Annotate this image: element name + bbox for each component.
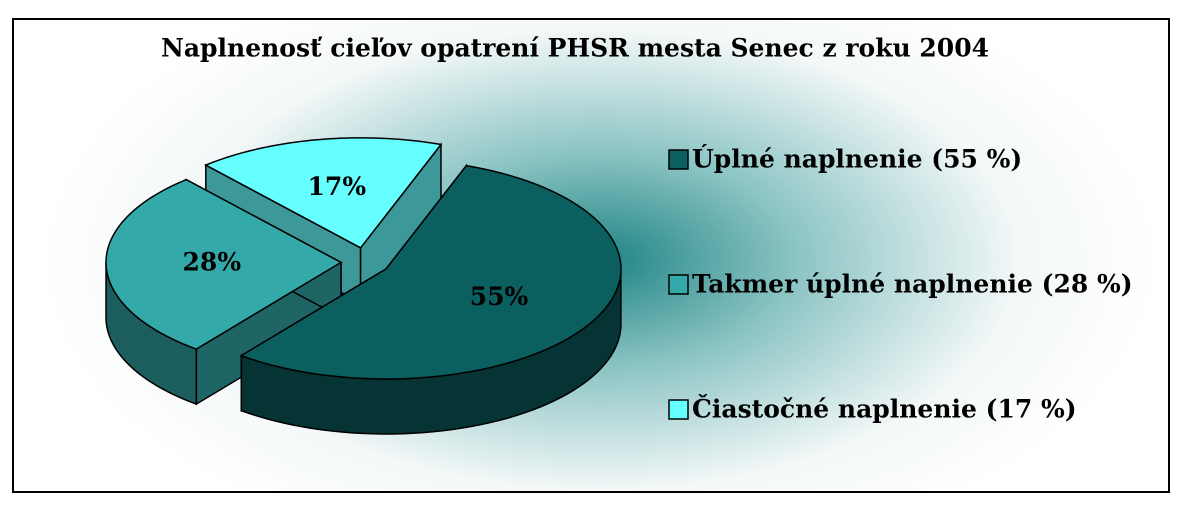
data-label: 55%	[470, 282, 529, 311]
pie: 17% 28% 55%	[105, 137, 622, 435]
legend-label: Čiastočné naplnenie (17 %)	[692, 395, 1077, 424]
data-label: 28%	[183, 248, 242, 277]
legend-swatch	[668, 149, 689, 170]
legend-swatch	[668, 399, 689, 420]
legend: Úplné naplnenie (55 %) Takmer úplné napln…	[668, 145, 1133, 424]
legend-label: Takmer úplné naplnenie (28 %)	[692, 270, 1133, 299]
slice	[105, 178, 343, 350]
data-label: 17%	[308, 172, 367, 201]
slice	[204, 137, 443, 249]
chart-title: Naplnenosť cieľov opatrení PHSR mesta Se…	[161, 34, 989, 63]
legend-swatch	[668, 274, 689, 295]
legend-label: Úplné naplnenie (55 %)	[692, 145, 1022, 174]
slice	[239, 164, 622, 380]
